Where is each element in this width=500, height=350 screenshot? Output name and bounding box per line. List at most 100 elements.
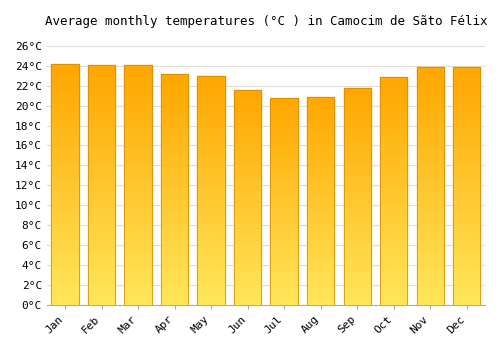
Bar: [52, 199, 79, 203]
Bar: [161, 175, 188, 180]
Bar: [88, 146, 116, 151]
Bar: [453, 271, 480, 276]
Bar: [88, 65, 116, 304]
Bar: [270, 156, 298, 160]
Bar: [344, 92, 371, 97]
Bar: [453, 138, 480, 143]
Bar: [380, 104, 407, 109]
Bar: [344, 157, 371, 161]
Bar: [380, 150, 407, 154]
Bar: [161, 171, 188, 175]
Bar: [453, 238, 480, 243]
Bar: [88, 223, 116, 228]
Bar: [88, 113, 116, 118]
Bar: [270, 131, 298, 135]
Bar: [124, 261, 152, 266]
Bar: [416, 153, 444, 157]
Bar: [344, 292, 371, 296]
Bar: [88, 266, 116, 271]
Bar: [234, 103, 262, 107]
Bar: [234, 90, 262, 304]
Bar: [453, 167, 480, 172]
Bar: [234, 146, 262, 150]
Bar: [52, 300, 79, 304]
Bar: [124, 223, 152, 228]
Bar: [234, 98, 262, 103]
Bar: [52, 232, 79, 237]
Bar: [52, 146, 79, 150]
Bar: [161, 277, 188, 281]
Bar: [198, 204, 225, 209]
Bar: [453, 252, 480, 257]
Bar: [416, 290, 444, 295]
Bar: [124, 151, 152, 156]
Bar: [52, 155, 79, 160]
Bar: [234, 90, 262, 94]
Bar: [416, 224, 444, 229]
Bar: [307, 159, 334, 163]
Bar: [198, 236, 225, 240]
Bar: [416, 190, 444, 195]
Bar: [416, 138, 444, 143]
Bar: [344, 270, 371, 274]
Bar: [198, 108, 225, 112]
Bar: [380, 268, 407, 273]
Bar: [453, 290, 480, 295]
Bar: [270, 122, 298, 127]
Bar: [307, 196, 334, 201]
Bar: [198, 209, 225, 213]
Bar: [344, 231, 371, 235]
Bar: [270, 164, 298, 168]
Bar: [416, 195, 444, 200]
Bar: [234, 223, 262, 227]
Bar: [161, 102, 188, 106]
Bar: [453, 91, 480, 96]
Bar: [52, 271, 79, 276]
Bar: [124, 214, 152, 218]
Bar: [161, 198, 188, 203]
Bar: [124, 194, 152, 199]
Bar: [307, 251, 334, 255]
Bar: [124, 166, 152, 170]
Bar: [416, 162, 444, 167]
Bar: [307, 209, 334, 213]
Bar: [124, 84, 152, 89]
Bar: [453, 210, 480, 214]
Bar: [380, 264, 407, 268]
Bar: [453, 114, 480, 119]
Bar: [453, 157, 480, 162]
Bar: [234, 210, 262, 215]
Bar: [344, 257, 371, 261]
Bar: [198, 103, 225, 108]
Bar: [344, 209, 371, 214]
Bar: [88, 94, 116, 98]
Bar: [307, 242, 334, 246]
Bar: [416, 257, 444, 262]
Bar: [124, 218, 152, 223]
Bar: [307, 113, 334, 118]
Bar: [124, 170, 152, 175]
Bar: [234, 262, 262, 266]
Bar: [416, 105, 444, 110]
Bar: [380, 191, 407, 195]
Bar: [453, 119, 480, 124]
Bar: [198, 76, 225, 80]
Title: Average monthly temperatures (°C ) in Camocim de Sãto Félix: Average monthly temperatures (°C ) in Ca…: [44, 15, 487, 28]
Bar: [307, 155, 334, 159]
Bar: [161, 217, 188, 222]
Bar: [453, 195, 480, 200]
Bar: [380, 77, 407, 82]
Bar: [344, 105, 371, 110]
Bar: [344, 179, 371, 183]
Bar: [161, 152, 188, 157]
Bar: [416, 148, 444, 153]
Bar: [161, 88, 188, 92]
Bar: [344, 226, 371, 231]
Bar: [270, 222, 298, 226]
Bar: [453, 86, 480, 91]
Bar: [234, 167, 262, 172]
Bar: [234, 197, 262, 202]
Bar: [307, 142, 334, 147]
Bar: [307, 288, 334, 292]
Bar: [307, 213, 334, 217]
